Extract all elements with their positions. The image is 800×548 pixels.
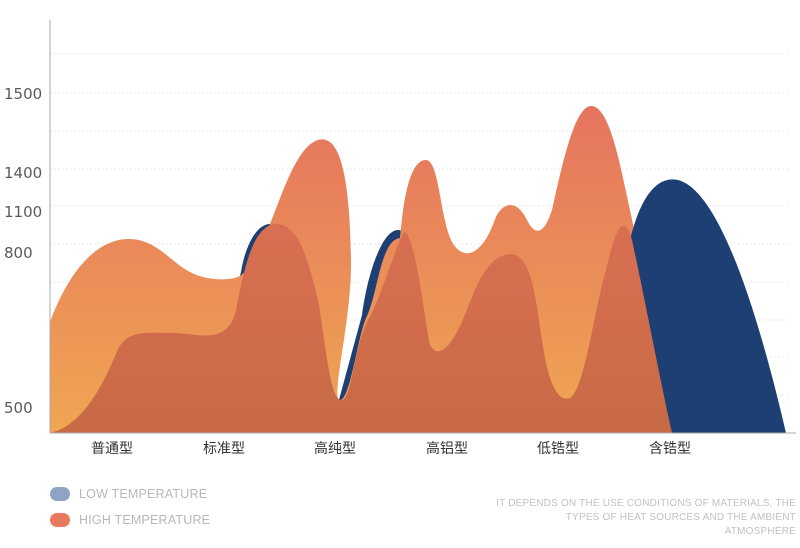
y-tick-label: 1100 xyxy=(4,203,42,221)
legend-item-high-temperature[interactable]: HIGH TEMPERATURE xyxy=(50,513,210,527)
series-high-overlay xyxy=(50,223,672,433)
footnote: IT DEPENDS ON THE USE CONDITIONS OF MATE… xyxy=(496,498,796,537)
x-tick-label: 含锆型 xyxy=(649,441,691,457)
x-tick-label: 高纯型 xyxy=(314,440,356,457)
legend-label-low: LOW TEMPERATURE xyxy=(79,487,208,501)
y-tick-label: 1500 xyxy=(4,85,42,103)
y-tick-label: 500 xyxy=(4,399,33,417)
y-tick-label: 1400 xyxy=(4,164,42,182)
x-tick-label: 普通型 xyxy=(91,441,133,457)
x-tick-label: 低锆型 xyxy=(537,441,579,457)
legend-label-high: HIGH TEMPERATURE xyxy=(79,513,211,527)
legend-swatch-high xyxy=(50,513,70,527)
x-tick-labels: 普通型 标准型 高纯型 高铝型 低锆型 含锆型 xyxy=(91,440,691,457)
y-tick-labels: 1500 1400 1100 800 500 xyxy=(4,85,42,417)
legend-swatch-low xyxy=(50,487,70,501)
y-tick-label: 800 xyxy=(4,244,33,262)
legend-item-low-temperature[interactable]: LOW TEMPERATURE xyxy=(50,487,207,501)
x-tick-label: 高铝型 xyxy=(426,440,468,457)
x-tick-label: 标准型 xyxy=(203,441,245,457)
